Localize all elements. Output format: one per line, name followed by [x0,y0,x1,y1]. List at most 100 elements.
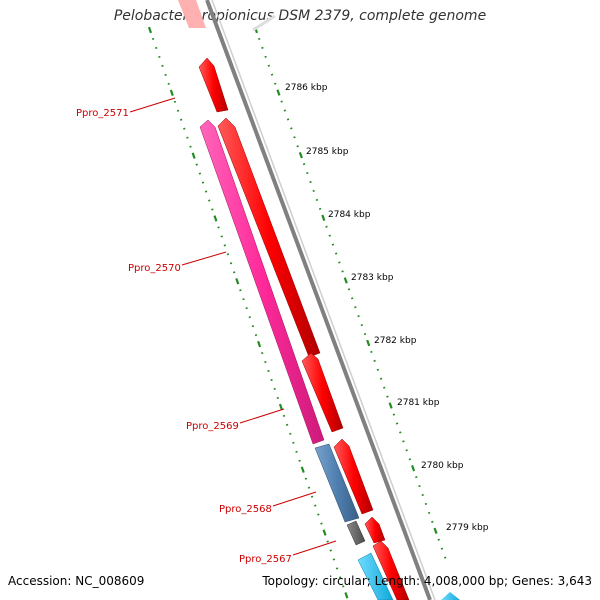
major-tick [235,278,240,285]
minor-tick [332,558,336,561]
minor-tick [338,261,341,264]
minor-tick [261,351,264,355]
minor-tick [201,181,205,184]
major-tick [298,152,303,159]
gene-fwd-4[interactable] [364,516,386,544]
minor-tick [317,513,320,516]
kbp-label: 2786 kbp [285,83,328,93]
minor-tick [286,118,290,121]
major-tick [433,527,438,534]
minor-tick [318,207,322,210]
minor-tick [431,520,434,523]
minor-tick [427,511,431,514]
minor-tick [437,538,440,541]
minor-tick [208,199,211,202]
major-tick [343,277,348,284]
kbp-label: 2780 kbp [421,461,464,471]
minor-tick [443,556,447,559]
gene-ppro-2567[interactable] [346,520,366,546]
minor-tick [392,413,396,416]
kbp-label: 2785 kbp [306,147,349,157]
minor-tick [264,360,267,364]
gene-ppro-2570[interactable] [199,119,325,445]
gene-fwd-2[interactable] [301,352,344,433]
leader-line [129,97,176,113]
minor-tick [257,37,261,41]
minor-tick [399,431,402,434]
gene-fwd-3[interactable] [333,438,374,515]
major-tick [169,89,174,97]
major-tick [278,403,283,411]
minor-tick [295,450,298,453]
minor-tick [242,298,245,301]
minor-tick [415,476,418,479]
minor-tick [274,82,277,85]
minor-tick [164,73,167,76]
minor-tick [383,386,386,389]
minor-tick [405,449,408,452]
accession-text: Accession: NC_008609 [8,574,145,588]
minor-tick [198,172,202,175]
minor-tick [179,118,183,121]
minor-tick [424,502,428,506]
minor-tick [350,297,354,300]
minor-tick [270,73,274,76]
major-tick [321,214,326,221]
minor-tick [292,441,295,444]
minor-tick [306,171,309,175]
genome-title: Pelobacter propionicus DSM 2379, complet… [113,8,487,24]
minor-tick [418,484,421,488]
major-tick [147,26,153,34]
gene-ppro-2568[interactable] [314,443,360,523]
minor-tick [334,252,338,255]
major-tick [257,340,262,348]
gene-cyan-right[interactable] [441,592,460,600]
minor-tick [342,585,345,588]
gene-ppro-2571[interactable] [198,57,229,113]
gene-fwd-5[interactable] [372,540,410,600]
minor-tick [261,46,264,49]
minor-tick [408,458,412,461]
minor-tick [376,368,380,371]
minor-tick [328,234,331,237]
outer-dotted-ring [253,26,447,559]
minor-tick [239,289,242,292]
minor-tick [357,315,360,318]
major-tick [388,402,393,409]
minor-tick [229,262,233,265]
minor-tick [211,208,214,211]
minor-tick [331,243,335,246]
leader-line [181,251,227,266]
gene-cyan[interactable] [357,552,394,600]
kbp-label: 2781 kbp [397,398,440,408]
minor-tick [280,100,283,103]
minor-tick [155,46,158,50]
minor-tick [363,332,367,336]
minor-tick [283,109,287,112]
gene-labels: Ppro_2571 Ppro_2570 Ppro_2569 Ppro_2568 … [76,97,337,565]
inner-dotted-ring [147,26,349,599]
minor-tick [248,316,251,319]
leader-line [272,491,317,507]
minor-tick [309,180,312,184]
major-tick [276,89,281,96]
minor-tick [326,540,329,543]
genome-summary: Topology: circular; Length: 4,008,000 bp… [262,574,592,588]
minor-tick [386,395,389,398]
gene-label: Ppro_2567 [239,554,292,565]
gene-ppro-2570-fwd[interactable] [217,117,321,358]
minor-tick [204,190,208,193]
minor-tick [267,369,270,373]
minor-tick [245,307,248,310]
minor-tick [341,270,344,273]
minor-tick [395,422,399,425]
minor-tick [285,423,289,426]
minor-tick [217,226,220,229]
minor-tick [290,127,293,130]
minor-tick [373,359,376,362]
kbp-labels: 2786 kbp 2785 kbp 2784 kbp 2783 kbp 2782… [285,83,489,533]
major-tick [344,592,349,599]
minor-tick [161,64,164,67]
minor-tick [325,225,328,228]
